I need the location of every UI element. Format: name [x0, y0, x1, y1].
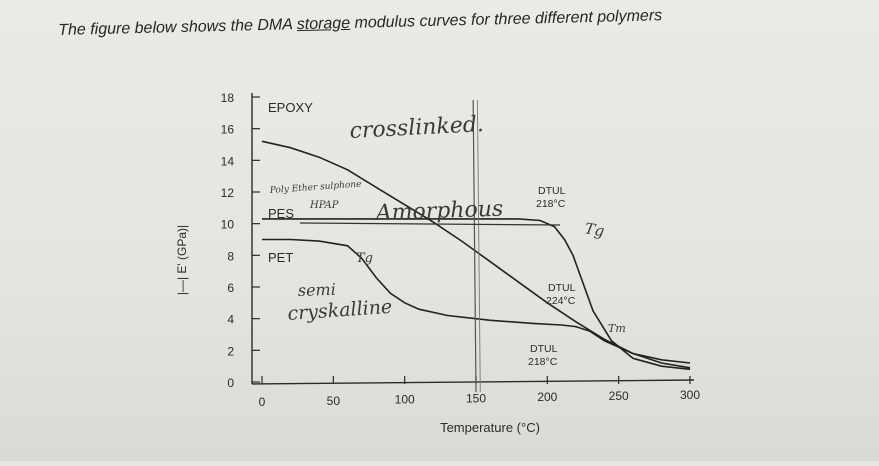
dtul-label: DTUL — [548, 282, 576, 294]
handwritten-note: Poly Ether sulphone — [269, 180, 362, 196]
handwritten-note: Tm — [608, 322, 626, 335]
x-tick-label: 250 — [609, 389, 629, 403]
x-tick-label: 300 — [680, 388, 700, 402]
y-tick-label: 0 — [227, 376, 234, 390]
handwritten-note: Tg — [356, 251, 373, 266]
dtul-temperature: 224°C — [546, 295, 576, 307]
x-tick-label: 0 — [259, 395, 266, 409]
x-tick-label: 100 — [395, 393, 415, 407]
series-label-epoxy: EPOXY — [268, 100, 313, 115]
y-tick-label: 18 — [221, 91, 235, 105]
chart-series — [261, 99, 691, 393]
y-tick-label: 14 — [221, 154, 235, 168]
y-tick-label: 16 — [221, 123, 235, 137]
x-axis-label: Temperature (°C) — [440, 420, 540, 435]
handwritten-note: semi — [297, 280, 336, 300]
hand-vertical-line — [472, 99, 477, 393]
handwritten-note: cryskalline — [287, 296, 393, 325]
handwritten-note: crosslinked. — [349, 112, 484, 144]
x-tick-label: 50 — [327, 394, 341, 408]
dtul-label: DTUL — [538, 185, 566, 197]
series-label-pet: PET — [268, 250, 293, 265]
y-tick-label: 2 — [227, 344, 234, 358]
x-axis-line — [251, 379, 695, 385]
series-label-pes: PES — [268, 206, 294, 221]
y-tick-label: 6 — [227, 281, 234, 295]
chart-labels: Temperature (°C) |—| E' (GPa)| EPOXY PES PET… — [175, 100, 576, 435]
handwritten-note: Tg — [583, 219, 605, 240]
y-tick-label: 10 — [221, 218, 235, 232]
dtul-label: DTUL — [530, 343, 558, 355]
y-tick-label: 8 — [227, 249, 234, 263]
y-axis-label: |—| E' (GPa)| — [175, 225, 189, 295]
y-tick-label: 4 — [227, 313, 234, 327]
series-line-pet — [262, 238, 691, 364]
dtul-temperature: 218°C — [528, 356, 558, 368]
handwritten-note: Amorphous — [373, 197, 503, 227]
handwritten-notes: crosslinked. Poly Ether sulphone HPAP Amorp… — [269, 112, 626, 335]
y-tick-label: 12 — [221, 186, 235, 200]
chart-ticks: 0 2 4 6 8 10 12 14 16 18 0 50 100 150 200 250 300 — [221, 91, 701, 409]
handwritten-note: HPAP — [309, 200, 339, 211]
hand-plateau-line — [299, 222, 561, 226]
dtul-temperature: 218°C — [536, 198, 566, 210]
chart-axes — [251, 93, 695, 385]
hand-vertical-line — [476, 99, 481, 393]
x-tick-label: 200 — [537, 390, 557, 404]
x-tick-label: 150 — [466, 391, 486, 405]
